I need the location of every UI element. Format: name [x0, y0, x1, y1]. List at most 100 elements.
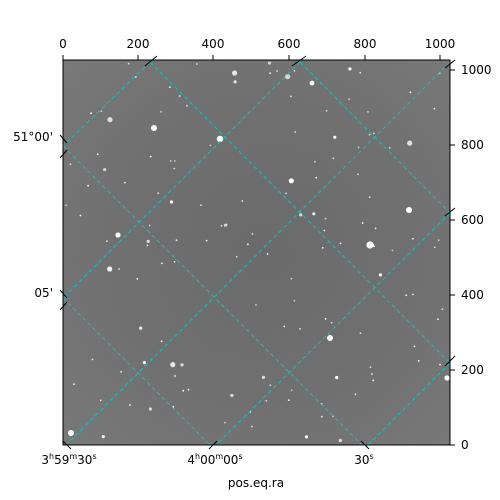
right-tick-label: 600: [461, 213, 484, 227]
star: [357, 146, 360, 149]
star: [315, 176, 318, 179]
star: [388, 147, 391, 149]
star: [407, 140, 413, 146]
star: [187, 388, 190, 391]
star: [339, 242, 342, 245]
star: [437, 239, 440, 242]
star: [148, 407, 152, 411]
star: [335, 375, 339, 380]
star: [69, 163, 72, 166]
star: [269, 384, 272, 387]
star: [118, 268, 120, 270]
grid-line: [299, 61, 450, 214]
star: [330, 321, 333, 324]
star: [151, 125, 157, 131]
left-axis: 51°00' 05': [13, 130, 68, 311]
star: [251, 233, 254, 235]
star: [373, 245, 376, 248]
star: [444, 375, 450, 381]
ra-tick-label: 3h59m30s: [41, 452, 96, 467]
grid-line: [63, 61, 151, 147]
star: [417, 360, 420, 362]
star: [186, 105, 188, 107]
star: [348, 98, 350, 100]
star: [265, 399, 268, 402]
star: [367, 111, 369, 113]
top-tick-label: 400: [202, 37, 225, 51]
star: [255, 304, 257, 306]
right-grid-tick: [444, 59, 456, 367]
star: [441, 308, 444, 311]
star: [178, 95, 181, 97]
star: [412, 237, 414, 240]
star: [325, 110, 328, 112]
star: [87, 184, 89, 187]
star: [205, 239, 208, 242]
grid-line: [63, 297, 211, 445]
star: [224, 421, 226, 424]
star: [160, 111, 162, 113]
star: [149, 155, 152, 158]
star: [91, 358, 94, 361]
star: [233, 80, 237, 84]
star: [285, 192, 287, 195]
star: [200, 204, 202, 207]
star: [348, 67, 352, 71]
star: [79, 214, 82, 217]
plot-frame: [62, 59, 451, 446]
star: [357, 173, 359, 176]
star: [124, 181, 126, 184]
star: [103, 168, 107, 172]
top-tick-label: 1000: [425, 37, 456, 51]
bottom-axis: 3h59m30s 4h00m00s 30s pos.eq.ra: [41, 440, 374, 490]
star: [146, 244, 149, 247]
star: [261, 375, 266, 379]
star: [314, 160, 316, 163]
star: [359, 332, 362, 334]
top-tick-label: 0: [59, 37, 67, 51]
star: [378, 273, 382, 277]
star: [413, 345, 416, 348]
star: [251, 425, 253, 428]
star: [304, 435, 309, 439]
star: [368, 196, 371, 199]
star: [354, 393, 357, 396]
star: [175, 239, 178, 242]
star: [173, 160, 176, 162]
star: [266, 253, 269, 255]
star: [369, 366, 372, 369]
x-axis-label: pos.eq.ra: [228, 476, 284, 490]
star: [247, 243, 249, 246]
star: [283, 325, 286, 328]
star: [235, 255, 238, 258]
top-tick-label: 200: [127, 37, 150, 51]
star: [269, 72, 271, 74]
right-axis: 0 200 400 600 800 1000: [444, 59, 492, 452]
star: [368, 133, 371, 136]
star-field: [65, 61, 450, 443]
star: [157, 192, 160, 195]
ra-tick-label: 30s: [354, 452, 373, 467]
star: [90, 112, 92, 115]
grid-line: [149, 61, 450, 364]
sky-image: [63, 60, 450, 445]
star: [135, 76, 137, 78]
right-tick-label: 1000: [461, 63, 492, 77]
top-tick-label: 800: [354, 37, 377, 51]
star: [139, 326, 143, 330]
star: [433, 107, 436, 110]
star: [68, 430, 74, 436]
star: [161, 262, 163, 265]
star: [142, 361, 146, 365]
star: [359, 71, 362, 74]
star: [293, 70, 296, 72]
star: [321, 247, 324, 249]
star: [73, 383, 75, 385]
star: [230, 393, 234, 398]
star: [323, 229, 326, 232]
star: [327, 335, 333, 341]
star: [136, 278, 139, 280]
grid-line: [367, 362, 450, 445]
star: [361, 222, 364, 224]
